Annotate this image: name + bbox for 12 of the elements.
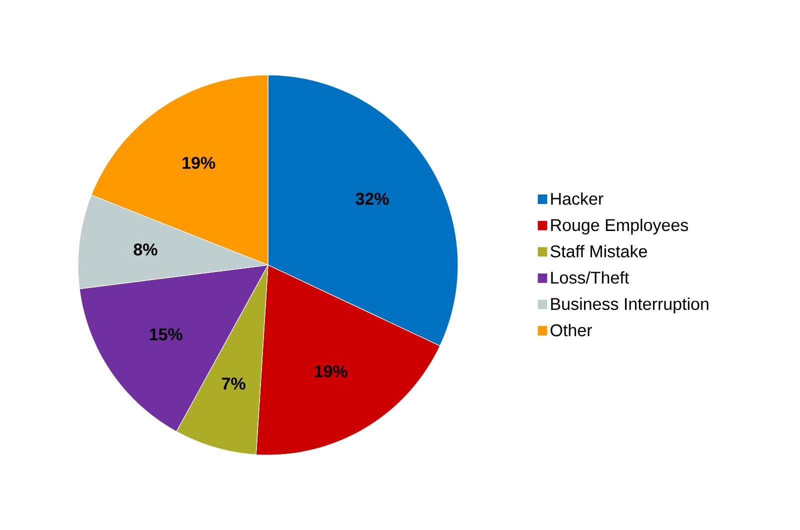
legend-label: Hacker: [551, 192, 604, 205]
legend-label: Loss/Theft: [551, 271, 630, 284]
data-label: 19%: [314, 365, 348, 378]
data-label: 7%: [222, 378, 246, 390]
legend-label: Rouge Employees: [551, 218, 688, 234]
data-label: 15%: [150, 328, 182, 340]
data-label: 19%: [182, 156, 216, 169]
legend-label: Business Interruption: [551, 298, 708, 314]
data-label: 8%: [134, 243, 158, 256]
data-label: 32%: [356, 192, 389, 205]
legend-label: Staff Mistake: [550, 244, 647, 258]
legend-label: Other: [550, 324, 592, 336]
